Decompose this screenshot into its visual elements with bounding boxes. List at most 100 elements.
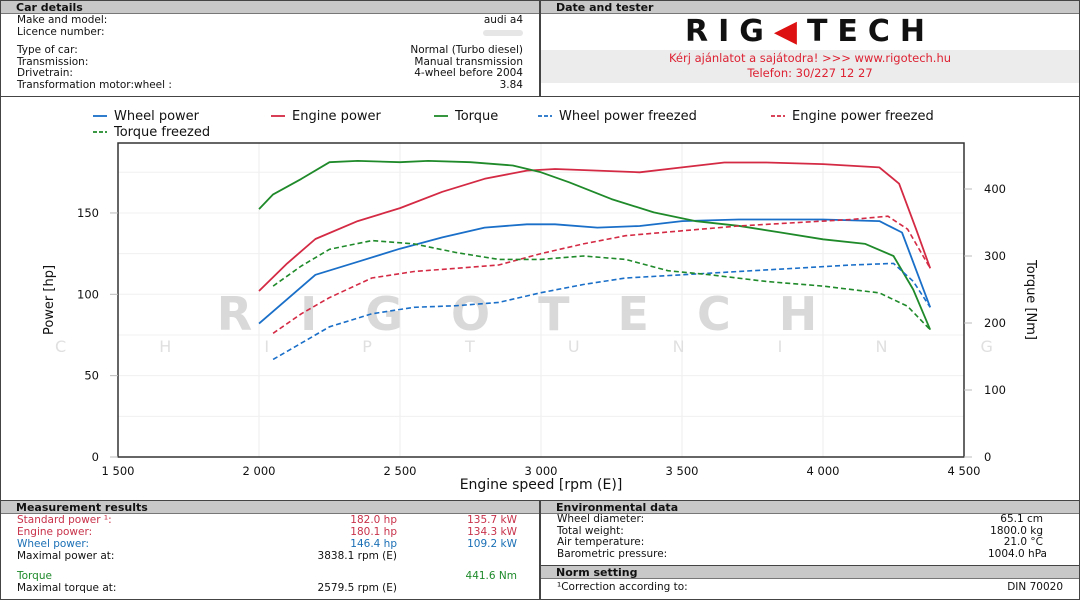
total-weight-value: 1800.0 kg [990,524,1043,537]
type-label: Type of car: [17,44,78,56]
legend-item: Engine power freezed [792,109,934,124]
x-axis-label: Engine speed [rpm (E)] [460,477,623,493]
legend-item: Wheel power [114,109,200,124]
max-power-row: Maximal power at: 3838.1 rpm (E) [1,550,539,562]
norm-setting-panel: Norm setting ¹Correction according to: DI… [540,565,1080,600]
standard-power-label: Standard power ¹: [17,514,112,526]
measurement-title: Measurement results [1,501,539,514]
y2-tick-label: 0 [984,450,991,464]
max-torque-row: Maximal torque at: 2579.5 rpm (E) [1,582,539,594]
y2-tick-label: 100 [984,383,1006,397]
torque-line [258,159,932,331]
x-tick-label: 4 500 [948,464,981,478]
standard-power-row: Standard power ¹: 182.0 hp 135.7 kW [1,514,539,526]
promo-banner: Kérj ajánlatot a sajátodra! >>> www.rigo… [541,50,1079,83]
measurement-results-panel: Measurement results Standard power ¹: 182… [0,500,540,600]
wheel-diameter-row: Wheel diameter: 65.1 cm [541,513,1079,526]
standard-power-kw: 135.7 kW [467,514,517,526]
y-tick-label: 100 [77,287,99,301]
logo-text-left: RIG [684,14,774,49]
standard-power-hp: 182.0 hp [350,514,397,526]
engine-power-freezed-line [272,215,931,334]
promo-phone: Telefon: 30/227 12 27 [747,66,873,80]
air-temp-row: Air temperature: 21.0 °C [541,536,1079,549]
drivetrain-label: Drivetrain: [17,67,73,79]
wheel-power-freezed-line [272,262,931,361]
licence-row: Licence number: [1,25,539,39]
torque-value: 441.6 Nm [465,570,517,582]
environmental-data-panel: Environmental data Wheel diameter: 65.1 c… [540,500,1080,566]
y2-tick-label: 400 [984,182,1006,196]
dyno-chart: RIGOTECH C H I P T U N I N G 1 500 2 000 2… [0,97,1080,500]
environment-title: Environmental data [541,501,1079,514]
y-tick-label: 150 [77,206,99,220]
legend-item: Engine power [292,109,382,124]
torque-row: Torque 441.6 Nm [1,570,539,582]
correction-value: DIN 70020 [1007,581,1063,593]
plot-frame [117,142,965,458]
norm-title: Norm setting [541,566,1079,579]
legend-item: Torque [454,109,498,124]
pressure-value: 1004.0 hPa [987,547,1047,560]
pressure-label: Barometric pressure: [557,547,668,560]
wheel-power-row: Wheel power: 146.4 hp 109.2 kW [1,538,539,550]
watermark: RIGOTECH C H I P T U N I N G [55,287,1037,356]
wheel-power-label: Wheel power: [17,538,90,550]
total-weight-label: Total weight: [557,524,624,537]
svg-text:C H I P T U N I N G: C H I P T U N I N G [55,337,1037,356]
max-torque-label: Maximal torque at: [17,582,117,594]
logo-swoosh-icon: ◀ [773,14,807,49]
transmission-row: Transmission: Manual transmission [1,55,539,69]
type-row: Type of car: Normal (Turbo diesel) [1,44,539,57]
transmission-label: Transmission: [17,55,89,68]
legend-item: Wheel power freezed [559,109,697,124]
drivetrain-value: 4-wheel before 2004 [414,67,523,79]
x-tick-label: 2 000 [243,464,276,478]
x-tick-label: 3 500 [666,464,699,478]
engine-power-line [258,161,932,292]
air-temp-value: 21.0 °C [1003,536,1043,548]
air-temp-label: Air temperature: [557,536,645,548]
wheel-power-line [258,218,932,325]
make-model-row: Make and model: audi a4 [1,14,539,27]
x-tick-label: 1 500 [102,464,135,478]
ratio-row: Transformation motor:wheel : 3.84 [1,79,539,92]
licence-value-blurred [483,29,523,36]
licence-label: Licence number: [17,25,105,38]
y2-tick-label: 300 [984,249,1006,263]
x-tick-label: 3 000 [525,464,558,478]
chart-series [258,159,932,361]
pressure-row: Barometric pressure: 1004.0 hPa [541,547,1079,561]
transmission-value: Manual transmission [414,55,523,68]
engine-power-label: Engine power: [17,526,93,538]
max-power-label: Maximal power at: [17,550,115,562]
make-model-label: Make and model: [17,14,108,26]
engine-power-kw: 134.3 kW [467,526,517,538]
max-torque-rpm: 2579.5 rpm (E) [317,582,397,594]
engine-power-row: Engine power: 180.1 hp 134.3 kW [1,526,539,538]
wheel-power-hp: 146.4 hp [350,538,397,550]
car-details-panel: Car details Make and model: audi a4 Licen… [0,0,540,97]
date-tester-title: Date and tester [541,1,1079,14]
x-tick-label: 4 000 [807,464,840,478]
total-weight-row: Total weight: 1800.0 kg [541,524,1079,538]
logo-text-right: TECH [806,14,936,49]
wheel-diameter-value: 65.1 cm [1000,513,1043,525]
wheel-diameter-label: Wheel diameter: [557,513,645,525]
wheel-power-kw: 109.2 kW [467,538,517,550]
y2-axis-label: Torque [Nm] [1023,259,1038,340]
svg-text:RIGOTECH: RIGOTECH [217,287,865,341]
x-tick-label: 2 500 [384,464,417,478]
torque-freezed-line [272,239,931,331]
chart-legend: Wheel power Engine power Torque Wheel power… [93,109,934,140]
engine-power-hp: 180.1 hp [350,526,397,538]
drivetrain-row: Drivetrain: 4-wheel before 2004 [1,67,539,80]
car-details-title: Car details [1,1,539,14]
torque-label: Torque [17,570,52,582]
chart-axes: 1 500 2 000 2 500 3 000 3 500 4 000 4 50005010… [77,182,1006,478]
dyno-chart-svg: RIGOTECH C H I P T U N I N G 1 500 2 000 2… [42,109,1038,493]
y-tick-label: 50 [84,369,99,383]
y-tick-label: 0 [92,450,99,464]
type-value: Normal (Turbo diesel) [410,44,523,56]
make-model-value: audi a4 [483,14,523,26]
